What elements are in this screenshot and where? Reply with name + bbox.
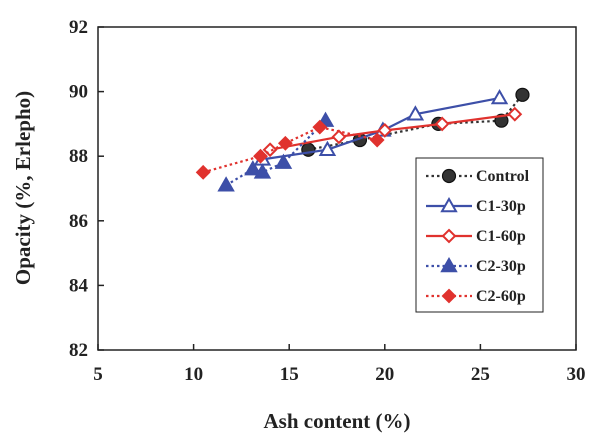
- y-tick-label: 84: [69, 275, 89, 296]
- x-tick-label: 10: [184, 364, 203, 385]
- legend-label: Control: [476, 168, 530, 185]
- plot-frame: [97, 26, 577, 351]
- data-point: [490, 89, 509, 105]
- series-5: [195, 119, 385, 180]
- data-point: [253, 148, 268, 164]
- data-point: [515, 87, 530, 102]
- y-tick-label: 90: [69, 82, 88, 103]
- legend-label: C1-30p: [476, 198, 526, 215]
- data-point: [312, 119, 328, 135]
- legend-label: C2-30p: [476, 258, 526, 275]
- x-tick-label: 25: [471, 364, 490, 385]
- data-point: [274, 153, 293, 169]
- legend-entry: C2-30p: [426, 256, 526, 275]
- legend-marker: [440, 196, 458, 213]
- legend-marker: [440, 256, 458, 273]
- data-point: [507, 106, 523, 122]
- legend-entry: C1-30p: [426, 196, 526, 215]
- data-point: [318, 140, 337, 156]
- x-tick-label: 5: [93, 364, 103, 385]
- legend-entry: C1-60p: [426, 228, 526, 245]
- y-tick-label: 88: [69, 146, 88, 167]
- series-line: [225, 119, 327, 187]
- data-point: [406, 105, 425, 121]
- data-point: [262, 142, 278, 158]
- x-axis-title: Ash content (%): [264, 409, 411, 433]
- data-point: [434, 116, 450, 132]
- legend-marker: [441, 168, 457, 184]
- data-point: [277, 135, 293, 151]
- series-3: [262, 106, 523, 158]
- axis-ticks: 5 10 15 20 25 30 82 84 86 88 90 92: [69, 17, 586, 385]
- data-point: [369, 132, 385, 148]
- data-point: [377, 122, 393, 138]
- y-tick-label: 86: [69, 211, 88, 232]
- legend-entry: Control: [426, 168, 530, 185]
- data-point: [253, 163, 272, 179]
- legend-label: C2-60p: [476, 288, 526, 305]
- y-tick-label: 92: [69, 17, 88, 38]
- y-axis-title: Opacity (%, Erlepho): [11, 91, 35, 285]
- legend: Control C1-30p C1-60p C2-30p C2-60p: [415, 157, 544, 313]
- y-tick-label: 82: [69, 340, 88, 361]
- series-line: [202, 125, 378, 174]
- legend-label: C1-60p: [476, 228, 526, 245]
- x-tick-label: 20: [375, 364, 394, 385]
- legend-marker: [441, 288, 457, 304]
- series-layer: [195, 87, 530, 192]
- legend-marker: [441, 228, 457, 244]
- data-point: [217, 176, 235, 192]
- legend-entry: C2-60p: [426, 288, 526, 305]
- x-tick-label: 30: [567, 364, 586, 385]
- data-point: [195, 164, 211, 180]
- data-point: [331, 129, 347, 145]
- x-tick-label: 15: [280, 364, 299, 385]
- data-point: [244, 160, 262, 176]
